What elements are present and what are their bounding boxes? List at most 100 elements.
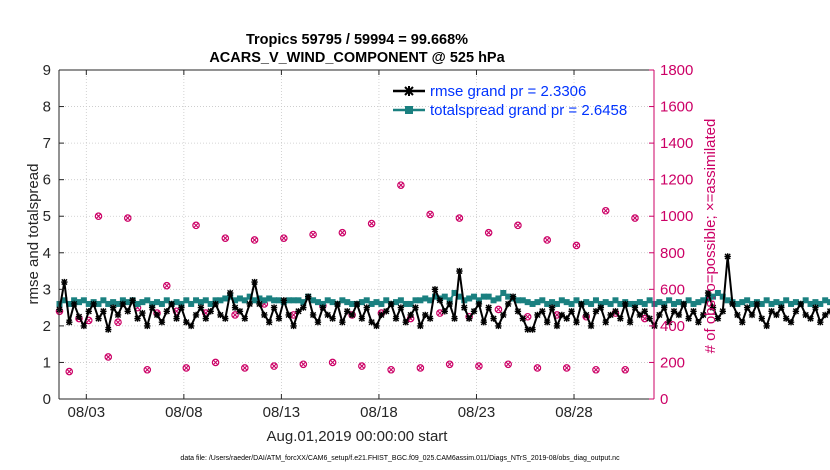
rmse-point xyxy=(451,315,458,322)
obs-assimilated-point xyxy=(602,207,609,214)
rmse-point xyxy=(700,311,707,319)
totalspread-point xyxy=(158,300,165,307)
rmse-point xyxy=(695,319,702,326)
obs-assimilated-point xyxy=(66,368,73,375)
totalspread-point xyxy=(734,300,741,307)
rmse-point xyxy=(90,300,97,308)
totalspread-point xyxy=(393,299,400,306)
totalspread-point xyxy=(480,293,487,300)
rmse-point xyxy=(583,311,590,319)
rmse-point xyxy=(709,304,717,311)
y-tick-label: 8 xyxy=(43,99,51,116)
rmse-point xyxy=(226,289,234,297)
totalspread-point xyxy=(422,295,429,302)
totalspread-point xyxy=(583,299,590,306)
y-tick-label: 1 xyxy=(43,354,51,371)
rmse-point xyxy=(539,308,546,315)
totalspread-point xyxy=(432,293,439,300)
rmse-point xyxy=(641,308,648,315)
totalspread-point xyxy=(134,300,141,307)
rmse-point xyxy=(358,315,366,322)
rmse-point xyxy=(236,308,244,315)
totalspread-point xyxy=(592,297,599,304)
rmse-point xyxy=(105,326,112,333)
rmse-point xyxy=(568,308,575,315)
obs-possible-point xyxy=(504,360,512,369)
totalspread-point xyxy=(573,297,580,304)
rmse-point xyxy=(373,322,380,330)
totalspread-point xyxy=(344,299,351,306)
obs-possible-point xyxy=(426,210,434,219)
totalspread-point xyxy=(251,297,258,304)
rmse-point xyxy=(412,304,419,311)
totalspread-point xyxy=(163,297,170,304)
totalspread-point xyxy=(724,297,731,304)
totalspread-point xyxy=(827,299,830,306)
rmse-point xyxy=(344,308,351,315)
totalspread-point xyxy=(539,297,546,304)
totalspread-point xyxy=(300,299,307,306)
rmse-point xyxy=(821,311,829,319)
totalspread-point xyxy=(534,299,541,306)
rmse-point xyxy=(461,304,468,311)
obs-assimilated-point xyxy=(329,359,336,366)
totalspread-point xyxy=(563,299,570,306)
rmse-point xyxy=(319,304,327,311)
totalspread-point xyxy=(368,300,375,307)
obs-possible-point xyxy=(338,228,347,237)
obs-possible-point xyxy=(533,364,542,372)
totalspread-point xyxy=(349,300,356,307)
rmse-point xyxy=(475,300,483,308)
totalspread-point xyxy=(607,300,614,307)
totalspread-point xyxy=(451,289,458,296)
totalspread-point xyxy=(256,295,263,302)
rmse-point xyxy=(422,311,429,319)
totalspread-point xyxy=(700,297,707,304)
obs-possible-point xyxy=(328,358,337,367)
totalspread-point xyxy=(773,299,780,306)
rmse-point xyxy=(602,319,609,326)
totalspread-point xyxy=(529,300,536,307)
rmse-point xyxy=(597,304,605,311)
rmse-point xyxy=(573,319,580,326)
totalspread-point xyxy=(646,297,653,304)
chart-title-line2: ACARS_V_WIND_COMPONENT @ 525 hPa xyxy=(209,50,505,66)
totalspread-point xyxy=(358,299,365,306)
rmse-point xyxy=(782,315,790,322)
totalspread-point xyxy=(519,297,526,304)
totalspread-point xyxy=(788,300,795,307)
rmse-point xyxy=(548,304,556,311)
plot-area xyxy=(59,70,654,399)
rmse-point xyxy=(407,311,414,319)
rmse-point xyxy=(217,311,224,319)
obs-possible-point xyxy=(123,214,132,222)
obs-assimilated-point xyxy=(622,366,629,373)
obs-assimilated-point xyxy=(339,229,346,236)
rmse-point xyxy=(743,304,751,311)
y-tick-label-right: 200 xyxy=(660,354,685,371)
totalspread-point xyxy=(656,299,663,306)
obs-possible-point xyxy=(445,360,454,369)
rmse-point xyxy=(363,304,370,311)
obs-possible-point xyxy=(543,236,551,244)
rmse-point xyxy=(61,278,68,286)
totalspread-point xyxy=(373,299,380,306)
rmse-point xyxy=(426,315,434,322)
totalspread-point xyxy=(817,300,824,307)
rmse-point xyxy=(134,315,141,322)
rmse-point xyxy=(665,319,673,326)
totalspread-point xyxy=(105,300,112,307)
rmse-point xyxy=(490,315,497,322)
rmse-point xyxy=(231,304,239,311)
rmse-point xyxy=(324,311,331,319)
y-tick-label-right: 1600 xyxy=(660,99,693,116)
obs-possible-point xyxy=(65,367,74,376)
obs-possible-point xyxy=(143,365,152,374)
totalspread-point xyxy=(212,297,219,304)
obs-possible-point xyxy=(241,364,249,372)
obs-assimilated-point xyxy=(417,365,424,371)
totalspread-point xyxy=(749,300,756,307)
obs-possible-point xyxy=(309,230,317,239)
totalspread-point xyxy=(202,297,209,304)
